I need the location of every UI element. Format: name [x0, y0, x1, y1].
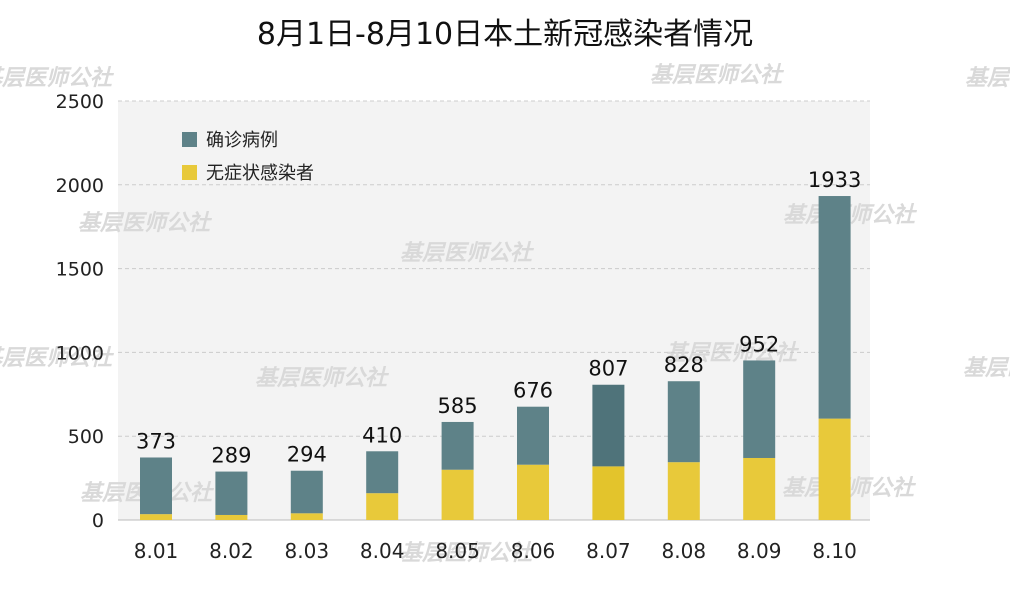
bar-segment — [592, 466, 625, 520]
bar-segment — [366, 493, 399, 520]
bar-segment — [290, 513, 323, 520]
bar-segment — [215, 514, 248, 520]
bar-segment — [667, 462, 700, 520]
bar-total-label: 585 — [438, 394, 478, 418]
bar-total-label: 807 — [588, 357, 628, 381]
watermark: 基层医师公社 — [965, 65, 1010, 91]
watermark: 基层医师公社 — [255, 365, 390, 391]
bar-segment — [366, 451, 399, 494]
total-labels: 373 289 294 410 585 676 807 828 952 1933 — [136, 168, 861, 468]
bar-total-label: 373 — [136, 429, 176, 453]
watermark: 基层医师公社 — [400, 240, 535, 266]
watermark: 基层医师公社 — [963, 355, 1010, 381]
bar-segment — [743, 360, 776, 458]
watermark: 基层医师公社 — [78, 210, 213, 236]
legend-swatch — [182, 132, 197, 147]
bar-total-label: 828 — [664, 353, 704, 377]
bar-segment — [441, 469, 474, 520]
watermark: 基层医师公社 — [0, 345, 115, 371]
chart-title: 8月1日-8月10日本土新冠感染者情况 — [257, 17, 753, 52]
bar-segment — [215, 471, 248, 515]
bar-segment — [140, 457, 172, 515]
bar-segment — [290, 470, 323, 514]
bar-total-label: 410 — [362, 423, 402, 447]
legend-swatch — [182, 165, 197, 180]
bar-segment — [818, 418, 851, 520]
x-tick-label: 8.09 — [737, 539, 782, 563]
y-tick-label: 2000 — [56, 175, 104, 197]
bar-total-label: 294 — [287, 443, 327, 467]
bar-segment — [140, 514, 172, 520]
bar-total-label: 676 — [513, 379, 553, 403]
bar-segment — [667, 381, 700, 463]
bar-segment — [517, 406, 549, 465]
y-tick-label: 2500 — [56, 91, 104, 113]
bar-total-label: 289 — [211, 444, 251, 468]
x-tick-label: 8.10 — [812, 539, 857, 563]
watermark: 基层医师公社 — [400, 540, 535, 566]
legend-label: 确诊病例 — [206, 130, 278, 151]
y-axis: 0 500 1000 1500 2000 2500 — [56, 91, 104, 532]
x-tick-label: 8.08 — [662, 539, 707, 563]
legend-label: 无症状感染者 — [206, 163, 314, 184]
bar-segment — [743, 457, 776, 520]
bar-segment — [592, 384, 625, 467]
x-axis: 8.01 8.02 8.03 8.04 8.05 8.06 8.07 8.08 8.09 8.10 — [134, 539, 857, 563]
x-tick-label: 8.06 — [511, 539, 556, 563]
y-tick-label: 500 — [68, 426, 104, 448]
x-tick-label: 8.04 — [360, 539, 405, 563]
watermark: 基层医师公社 — [0, 65, 115, 91]
x-tick-label: 8.03 — [285, 539, 330, 563]
bar-total-label: 952 — [739, 332, 779, 356]
bar-segment — [441, 421, 474, 470]
bar-total-label: 1933 — [808, 168, 861, 192]
watermark: 基层医师公社 — [665, 340, 800, 366]
x-tick-label: 8.02 — [209, 539, 254, 563]
y-tick-label: 1500 — [56, 259, 104, 281]
bar-segment — [818, 196, 851, 419]
x-tick-label: 8.01 — [134, 539, 179, 563]
x-tick-label: 8.05 — [435, 539, 480, 563]
bars — [140, 196, 851, 520]
watermark: 基层医师公社 — [650, 62, 785, 88]
y-tick-label: 0 — [92, 510, 104, 532]
x-tick-label: 8.07 — [586, 539, 631, 563]
bar-segment — [517, 464, 549, 520]
y-tick-label: 1000 — [56, 342, 104, 364]
